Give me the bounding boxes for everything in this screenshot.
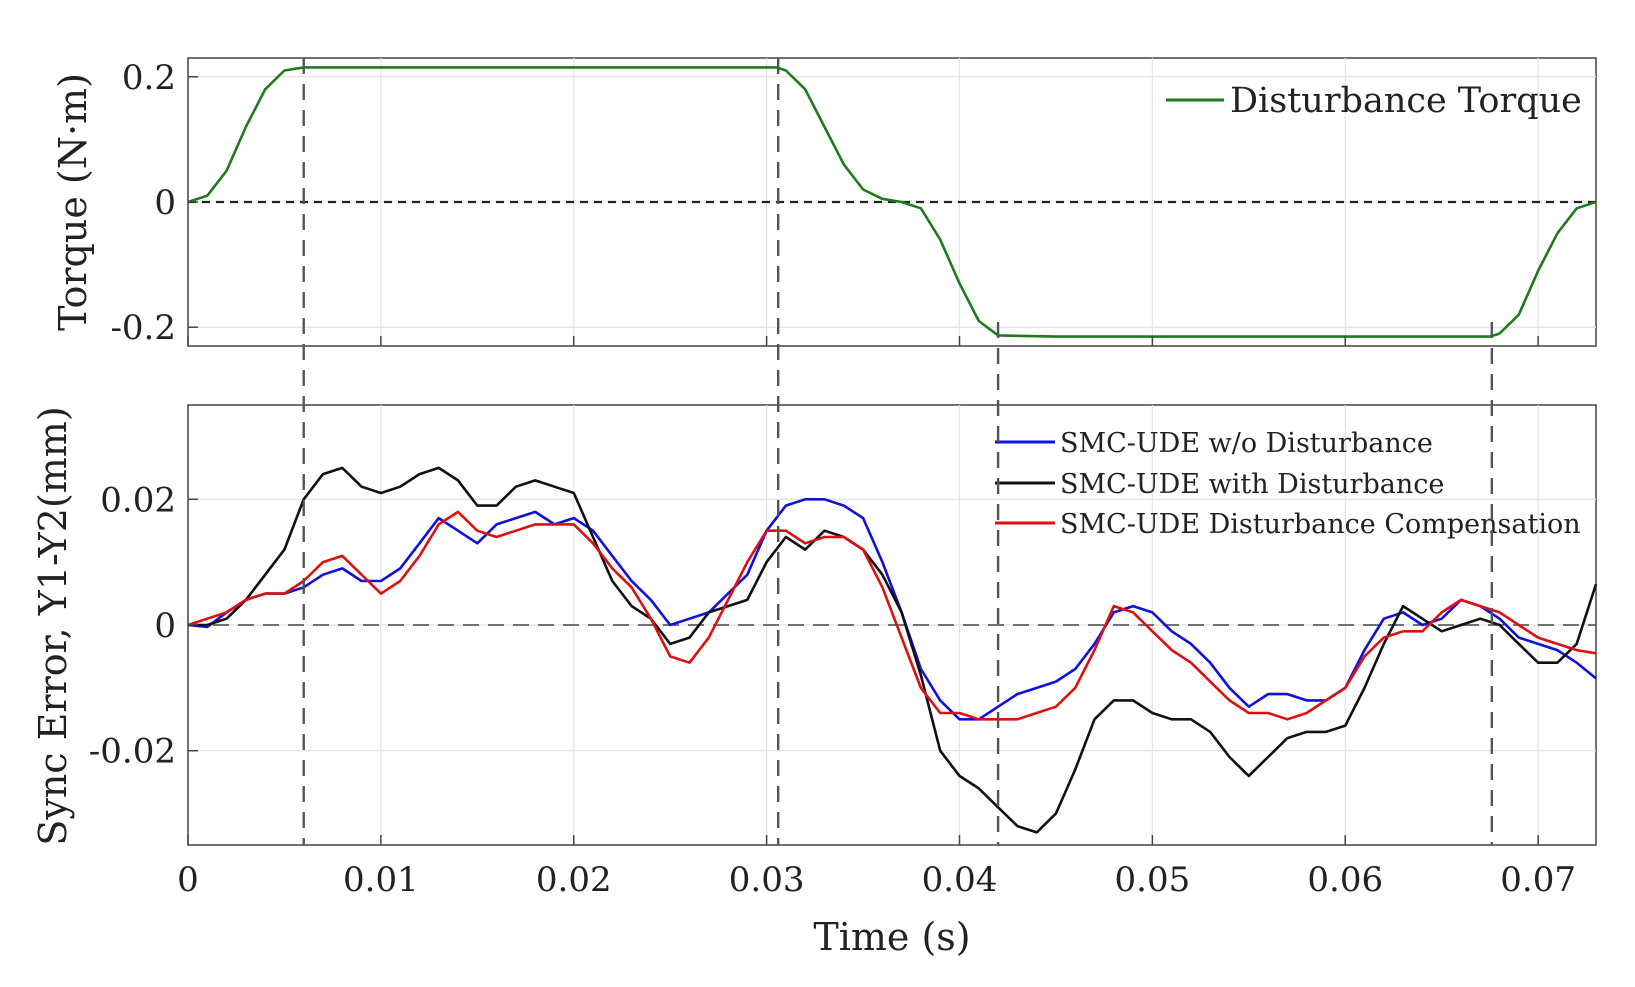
legend-label-disturbance-torque: Disturbance Torque (1230, 81, 1582, 121)
legend-label-compensation: SMC-UDE Disturbance Compensation (1060, 509, 1581, 540)
sync-error-y-tick-label-1: 0 (154, 606, 176, 646)
sync-error-y-ticks: 0.02 0 -0.02 (89, 480, 1539, 845)
legend-label-with-disturbance: SMC-UDE with Disturbance (1060, 469, 1444, 500)
transition-markers (302, 58, 1494, 845)
sync-error-y-tick-label-0: 0.02 (100, 480, 176, 520)
sync-error-y-axis-label: Sync Error, Y1-Y2(mm) (31, 406, 75, 845)
torque-panel: 0.2 0 -0.2 Torque (N·m) Disturbance Torque (51, 57, 1597, 348)
torque-y-tick-label-1: 0 (154, 183, 176, 223)
sync-error-series-line-1 (188, 466, 1598, 834)
torque-y-axis-label: Torque (N·m) (51, 73, 95, 331)
x-tick-label-0: 0 (177, 860, 199, 900)
sync-error-legend: SMC-UDE w/o Disturbance SMC-UDE with Dis… (995, 428, 1581, 540)
torque-y-ticks: 0.2 0 -0.2 (110, 58, 1539, 348)
x-tick-label-3: 0.03 (729, 860, 805, 900)
x-axis-label: Time (s) (813, 915, 970, 959)
torque-y-tick-label-2: -0.2 (110, 308, 176, 348)
sync-error-panel: 0.02 0 -0.02 0 0.01 0.02 0.03 0.04 0.05 0.06 0.07… (31, 404, 1598, 959)
x-tick-label-1: 0.01 (343, 860, 419, 900)
torque-y-tick-label-0: 0.2 (122, 58, 176, 98)
x-tick-label-2: 0.02 (536, 860, 612, 900)
torque-legend: Disturbance Torque (1166, 81, 1582, 121)
sync-error-y-tick-label-2: -0.02 (89, 732, 176, 772)
sync-error-series (187, 466, 1598, 834)
legend-label-wo-disturbance: SMC-UDE w/o Disturbance (1060, 428, 1433, 459)
x-tick-label-6: 0.06 (1307, 860, 1383, 900)
x-tick-label-5: 0.05 (1115, 860, 1191, 900)
torque-series (187, 66, 1597, 338)
torque-series-line-0 (187, 66, 1597, 338)
x-tick-label-4: 0.04 (922, 860, 998, 900)
x-ticks: 0 0.01 0.02 0.03 0.04 0.05 0.06 0.07 (177, 860, 1576, 900)
sync-error-series-line-0 (187, 497, 1597, 721)
sync-error-series-line-2 (187, 510, 1597, 721)
x-tick-label-7: 0.07 (1500, 860, 1576, 900)
